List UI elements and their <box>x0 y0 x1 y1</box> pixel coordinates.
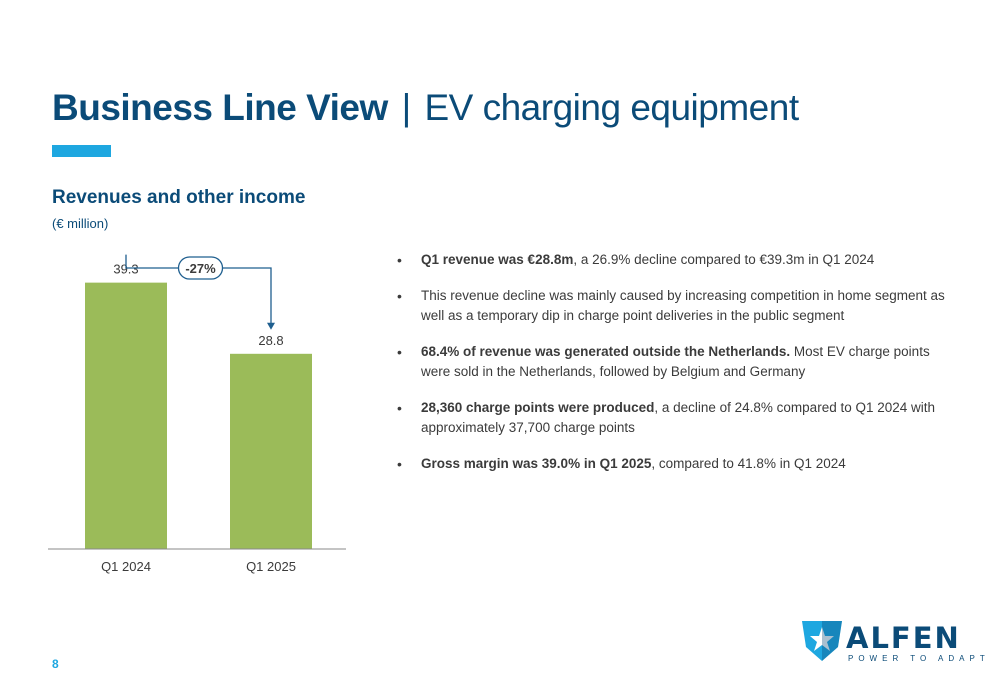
change-badge <box>177 256 224 280</box>
bullet-text: , compared to 41.8% in Q1 2024 <box>651 456 846 471</box>
page-title-sub: EV charging equipment <box>424 87 799 128</box>
section-unit: (€ million) <box>52 216 109 231</box>
bullet-item: Q1 revenue was €28.8m, a 26.9% decline c… <box>397 250 957 270</box>
bullet-bold-text: 28,360 charge points were produced <box>421 400 655 415</box>
x-tick-label: Q1 2024 <box>101 559 151 574</box>
bullet-text: , a decline of 24.8% compared to Q1 2024… <box>421 400 936 435</box>
logo-tagline: POWER TO ADAPT <box>848 654 990 663</box>
page-title-main: Business Line View <box>52 87 388 128</box>
bullet-text: This revenue decline was mainly caused b… <box>421 288 945 323</box>
bullet-text: Most EV charge points were sold in the N… <box>421 344 930 379</box>
alfen-shield-star-icon <box>802 621 842 661</box>
bullet-text: , a 26.9% decline compared to €39.3m in … <box>573 252 875 267</box>
bar-value-label: 28.8 <box>258 333 283 348</box>
title-accent-bar <box>52 145 111 157</box>
page-title-separator: | <box>401 87 412 128</box>
alfen-logo: ALFEN POWER TO ADAPT <box>800 617 985 667</box>
bullet-bold-text: Gross margin was 39.0% in Q1 2025 <box>421 456 652 471</box>
logo-wordmark: ALFEN <box>846 621 961 655</box>
bullet-bold-text: Q1 revenue was €28.8m <box>421 252 574 267</box>
change-label: -27% <box>185 261 216 276</box>
bullet-list: Q1 revenue was €28.8m, a 26.9% decline c… <box>397 250 957 490</box>
x-tick-label: Q1 2025 <box>246 559 296 574</box>
section-title: Revenues and other income <box>52 187 306 208</box>
bullet-item: 68.4% of revenue was generated outside t… <box>397 342 957 382</box>
revenue-chart-svg: 39.3 Q1 2024 28.8 Q1 2025 -27% <box>48 254 346 574</box>
bar-value-label: 39.3 <box>113 262 138 277</box>
revenue-chart: 39.3 Q1 2024 28.8 Q1 2025 -27% <box>40 250 360 580</box>
bar-1 <box>230 353 312 549</box>
page-title: Business Line View | EV charging equipme… <box>52 84 799 132</box>
bullet-item: This revenue decline was mainly caused b… <box>397 286 957 326</box>
page-number: 8 <box>52 657 59 671</box>
bar-0 <box>85 282 167 549</box>
bullet-item: 28,360 charge points were produced, a de… <box>397 398 957 438</box>
bullet-item: Gross margin was 39.0% in Q1 2025, compa… <box>397 454 957 474</box>
bullet-bold-text: 68.4% of revenue was generated outside t… <box>421 344 791 359</box>
change-arrow-head <box>267 322 275 330</box>
